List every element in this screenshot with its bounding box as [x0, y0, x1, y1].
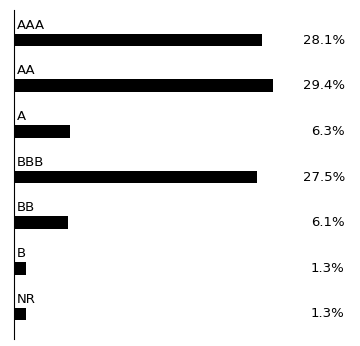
Text: 29.4%: 29.4% [303, 79, 345, 92]
Bar [14, 125, 70, 138]
Text: 6.3%: 6.3% [311, 125, 345, 138]
Bar [14, 308, 26, 320]
Text: 27.5%: 27.5% [302, 171, 345, 183]
Text: BBB: BBB [17, 156, 44, 169]
Text: B: B [17, 247, 26, 260]
Bar [14, 216, 68, 229]
Bar [14, 262, 26, 275]
Text: A: A [17, 110, 26, 123]
Text: BB: BB [17, 201, 35, 215]
Text: NR: NR [17, 293, 36, 306]
Text: 6.1%: 6.1% [311, 216, 345, 229]
Bar [14, 34, 262, 46]
Text: 1.3%: 1.3% [311, 308, 345, 320]
Text: 1.3%: 1.3% [311, 262, 345, 275]
Bar [14, 79, 274, 92]
Text: AA: AA [17, 64, 36, 78]
Bar [14, 171, 257, 183]
Text: 28.1%: 28.1% [303, 34, 345, 47]
Text: AAA: AAA [17, 19, 45, 32]
